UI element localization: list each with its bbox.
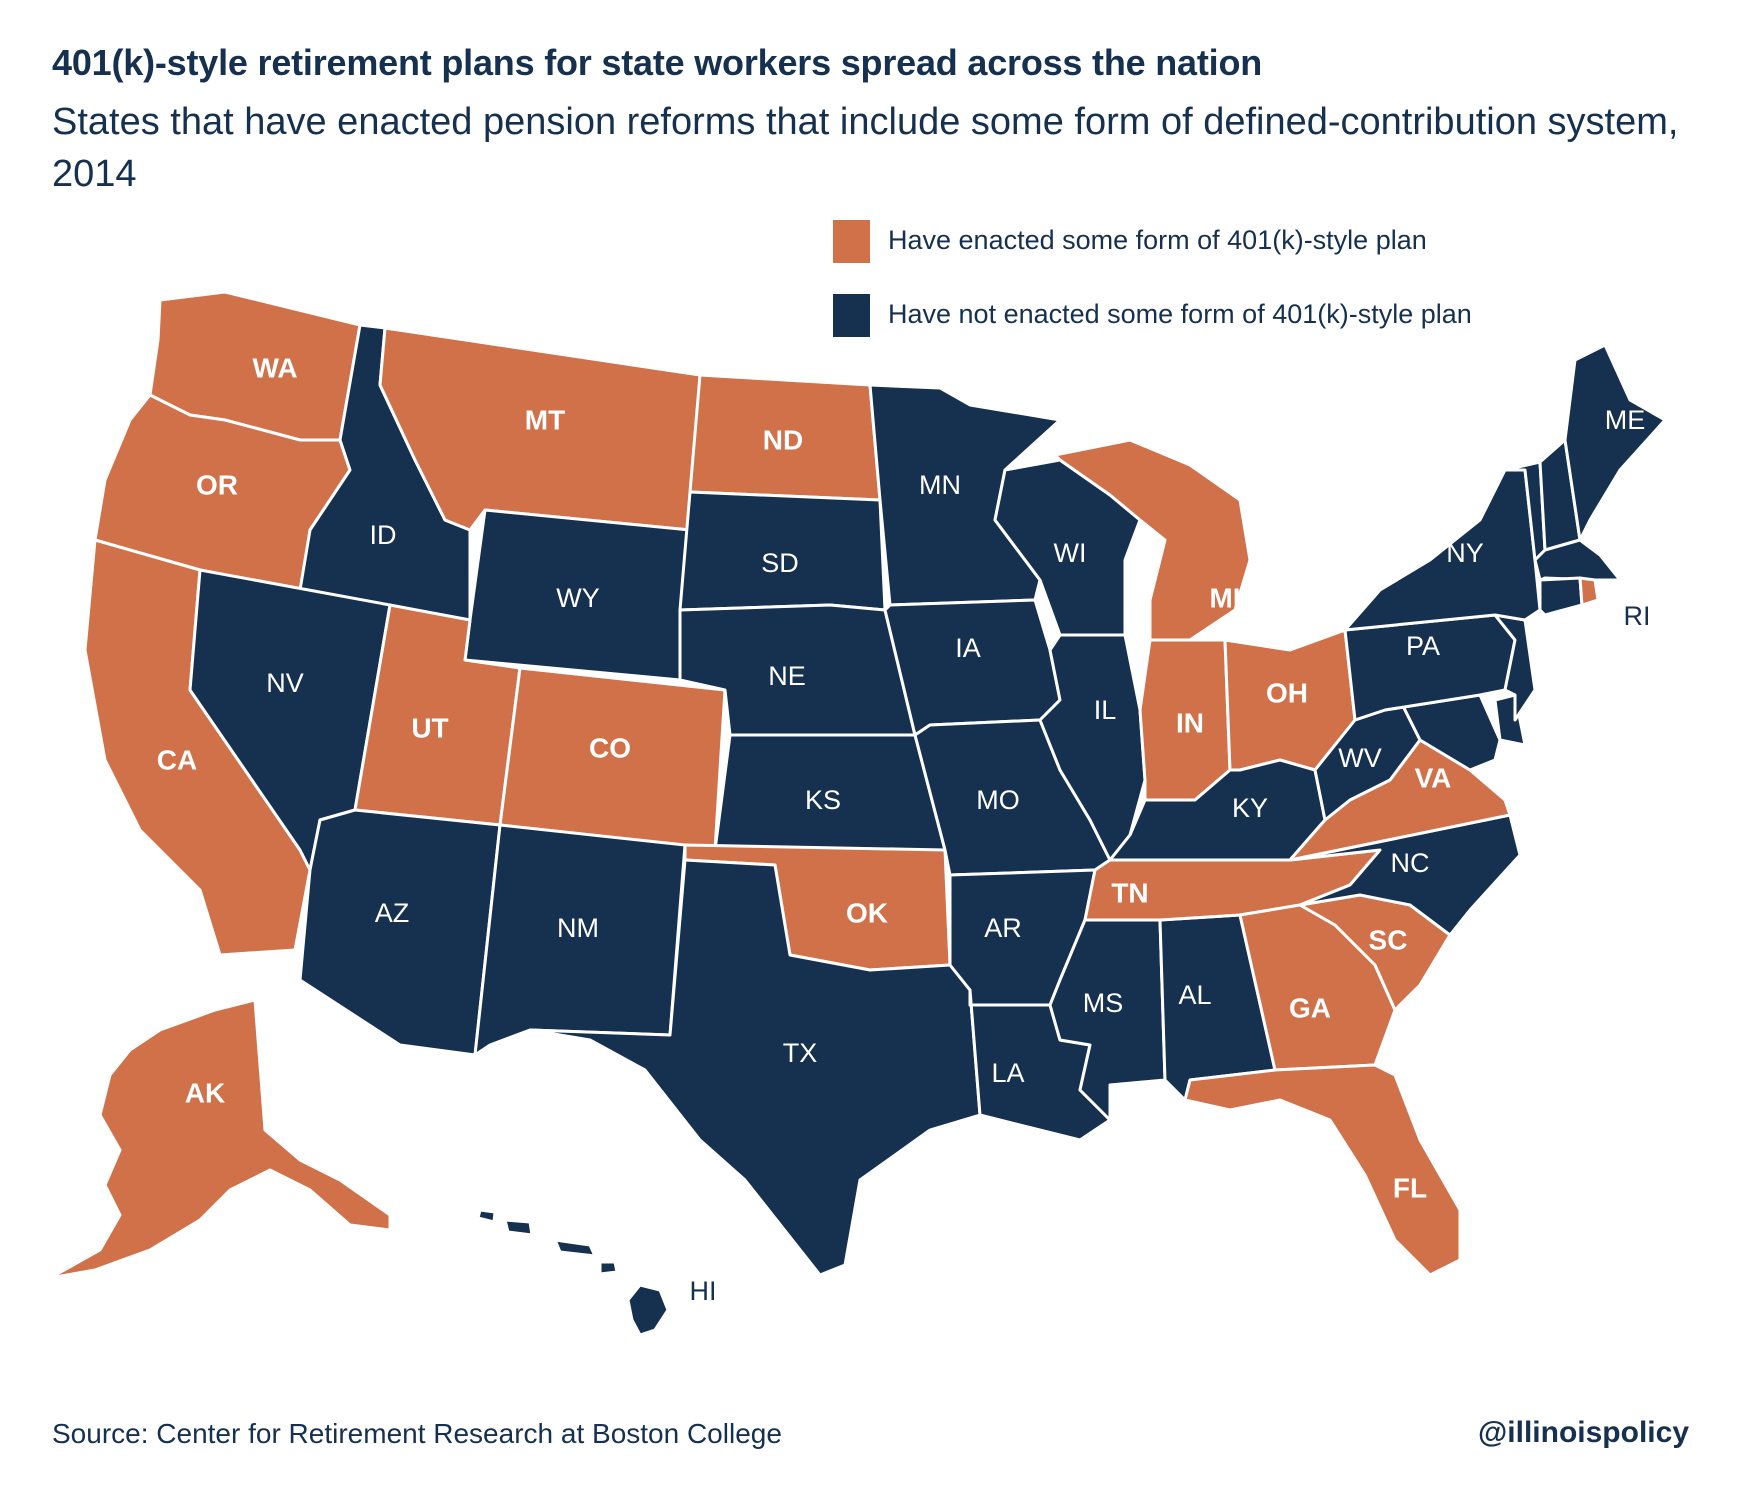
label-wi: WI [1054, 538, 1087, 568]
label-id: ID [370, 520, 397, 550]
label-oh: OH [1266, 678, 1308, 709]
state-fl [1183, 1063, 1462, 1277]
chart-subtitle: States that have enacted pension reforms… [52, 101, 1679, 195]
label-ky: KY [1232, 793, 1268, 823]
label-in: IN [1176, 708, 1204, 739]
label-nd: ND [763, 425, 803, 456]
state-ia [883, 598, 1062, 737]
label-il: IL [1094, 695, 1117, 725]
label-mo: MO [976, 785, 1020, 815]
state-nj [1493, 613, 1537, 722]
state-ct [1538, 576, 1584, 617]
state-nc [1288, 813, 1522, 937]
label-wa: WA [252, 353, 297, 384]
state-hi [476, 1208, 670, 1337]
label-sd: SD [761, 548, 799, 578]
label-sc: SC [1369, 925, 1408, 956]
label-nm: NM [557, 913, 599, 943]
label-hi: HI [690, 1276, 717, 1306]
legend-swatch-enacted [833, 220, 870, 263]
label-mn: MN [919, 470, 961, 500]
label-mi: MI [1209, 583, 1240, 614]
label-ak: AK [185, 1078, 225, 1109]
state-tx [528, 858, 982, 1277]
state-md [1383, 693, 1502, 772]
label-ga: GA [1289, 993, 1331, 1024]
label-me: ME [1605, 405, 1646, 435]
label-ca: CA [157, 745, 197, 776]
label-wy: WY [556, 583, 600, 613]
label-wv: WV [1338, 743, 1382, 773]
social-handle: @illinoispolicy [1478, 1416, 1689, 1449]
legend-label-not-enacted: Have not enacted some form of 401(k)-sty… [888, 299, 1472, 329]
state-az [298, 808, 502, 1057]
state-ak [48, 998, 392, 1280]
chart-title: 401(k)-style retirement plans for state … [52, 42, 1263, 83]
label-ut: UT [411, 713, 448, 744]
label-ri: RI [1624, 601, 1651, 631]
label-la: LA [991, 1058, 1024, 1088]
label-ok: OK [846, 898, 888, 929]
label-nc: NC [1391, 848, 1430, 878]
legend-swatch-not-enacted [833, 294, 870, 337]
state-me [1563, 343, 1667, 542]
label-mt: MT [525, 405, 565, 436]
label-al: AL [1178, 980, 1211, 1010]
state-ri [1578, 576, 1600, 607]
label-tx: TX [783, 1038, 818, 1068]
state-ny [1343, 468, 1542, 632]
label-tn: TN [1111, 878, 1148, 909]
label-va: VA [1415, 763, 1452, 794]
label-ny: NY [1446, 538, 1484, 568]
label-or: OR [196, 470, 238, 501]
legend-label-enacted: Have enacted some form of 401(k)-style p… [888, 225, 1427, 255]
label-pa: PA [1406, 631, 1440, 661]
state-il [1038, 633, 1147, 862]
label-ne: NE [768, 661, 806, 691]
label-fl: FL [1393, 1173, 1427, 1204]
label-co: CO [589, 733, 631, 764]
label-nv: NV [266, 668, 304, 698]
label-ia: IA [955, 633, 981, 663]
label-ms: MS [1083, 988, 1124, 1018]
label-az: AZ [375, 898, 410, 928]
state-wy [463, 508, 692, 682]
label-ar: AR [984, 913, 1022, 943]
source-note: Source: Center for Retirement Research a… [52, 1418, 782, 1449]
label-ks: KS [805, 785, 841, 815]
